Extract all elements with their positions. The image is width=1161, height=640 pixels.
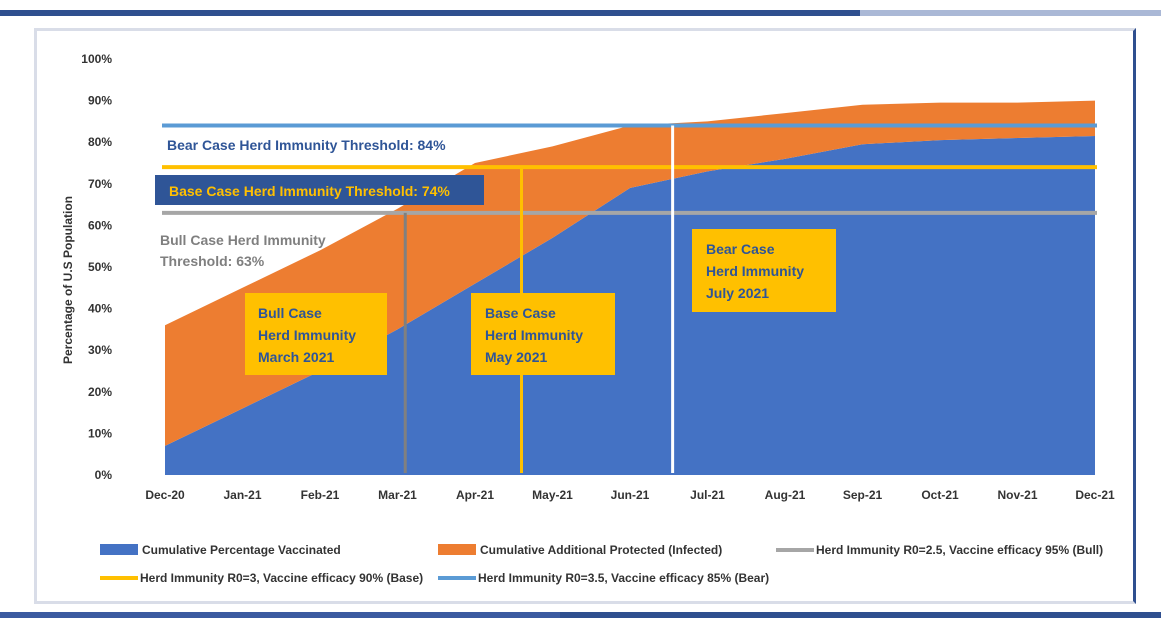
top-accent-bar-light [860,10,1161,16]
area-series-2 [165,100,1095,446]
legend-label: Herd Immunity R0=2.5, Vaccine efficacy 9… [816,543,1103,557]
svg-text:Threshold: 63%: Threshold: 63% [160,253,265,269]
legend-label: Cumulative Additional Protected (Infecte… [480,543,722,557]
x-tick-label: Dec-21 [1075,488,1115,502]
legend-label: Herd Immunity R0=3, Vaccine efficacy 90%… [140,571,423,585]
legend-swatch [100,544,138,555]
y-axis-title: Percentage of U.S Population [61,196,75,364]
y-axis-ticks: 0% 10% 20% 30% 40% 50% 60% 70% 80% 90% 100% [81,52,112,482]
legend: Cumulative Percentage Vaccinated Cumulati… [100,543,1103,585]
svg-text:Bear Case: Bear Case [706,241,775,257]
y-tick-label: 90% [88,94,112,108]
x-tick-label: May-21 [532,488,573,502]
svg-text:Base Case: Base Case [485,305,556,321]
legend-label: Herd Immunity R0=3.5, Vaccine efficacy 8… [478,571,769,585]
bottom-accent-bar-light [0,612,560,618]
x-tick-label: Oct-21 [921,488,959,502]
x-tick-label: Aug-21 [765,488,806,502]
bull-threshold-label: Bull Case Herd Immunity Threshold: 63% [160,232,326,269]
x-tick-label: Mar-21 [378,488,417,502]
y-tick-label: 20% [88,385,112,399]
y-tick-label: 100% [81,52,112,66]
svg-text:May 2021: May 2021 [485,349,547,365]
x-tick-label: Nov-21 [997,488,1037,502]
legend-label: Cumulative Percentage Vaccinated [142,543,341,557]
x-tick-label: Dec-20 [145,488,185,502]
bear-threshold-label: Bear Case Herd Immunity Threshold: 84% [160,131,471,157]
bull-case-box: Bull Case Herd Immunity March 2021 [245,293,387,375]
x-tick-label: Feb-21 [301,488,340,502]
x-tick-label: Apr-21 [456,488,494,502]
x-tick-label: Jun-21 [611,488,650,502]
svg-text:March 2021: March 2021 [258,349,334,365]
svg-text:Herd Immunity: Herd Immunity [485,327,583,343]
y-tick-label: 50% [88,260,112,274]
y-tick-label: 10% [88,426,112,440]
legend-swatch [438,544,476,555]
svg-text:July 2021: July 2021 [706,285,769,301]
y-tick-label: 70% [88,177,112,191]
threshold-lines [162,123,1097,215]
svg-text:Bear Case Herd Immunity Thresh: Bear Case Herd Immunity Threshold: 84% [167,137,446,153]
x-axis-ticks: Dec-20 Jan-21 Feb-21 Mar-21 Apr-21 May-21 Jun-… [145,488,1115,502]
stacked-areas [165,100,1095,475]
svg-text:Herd Immunity: Herd Immunity [706,263,804,279]
x-tick-label: Sep-21 [843,488,883,502]
x-tick-label: Jan-21 [223,488,261,502]
bottom-accent-bar [0,612,1161,618]
base-threshold-label: Base Case Herd Immunity Threshold: 74% [155,175,484,205]
area-series-1 [165,135,1095,475]
y-tick-label: 60% [88,218,112,232]
x-tick-label: Jul-21 [690,488,725,502]
y-tick-label: 80% [88,135,112,149]
svg-text:Bull Case: Bull Case [258,305,322,321]
y-tick-label: 40% [88,302,112,316]
top-accent-bar [0,10,1161,16]
svg-text:Herd Immunity: Herd Immunity [258,327,356,343]
bear-case-box: Bear Case Herd Immunity July 2021 [692,229,836,312]
base-case-box: Base Case Herd Immunity May 2021 [471,293,615,375]
y-tick-label: 0% [95,468,113,482]
svg-text:Base Case Herd Immunity Thresh: Base Case Herd Immunity Threshold: 74% [169,183,450,199]
svg-text:Bull Case Herd Immunity: Bull Case Herd Immunity [160,232,326,248]
y-tick-label: 30% [88,343,112,357]
